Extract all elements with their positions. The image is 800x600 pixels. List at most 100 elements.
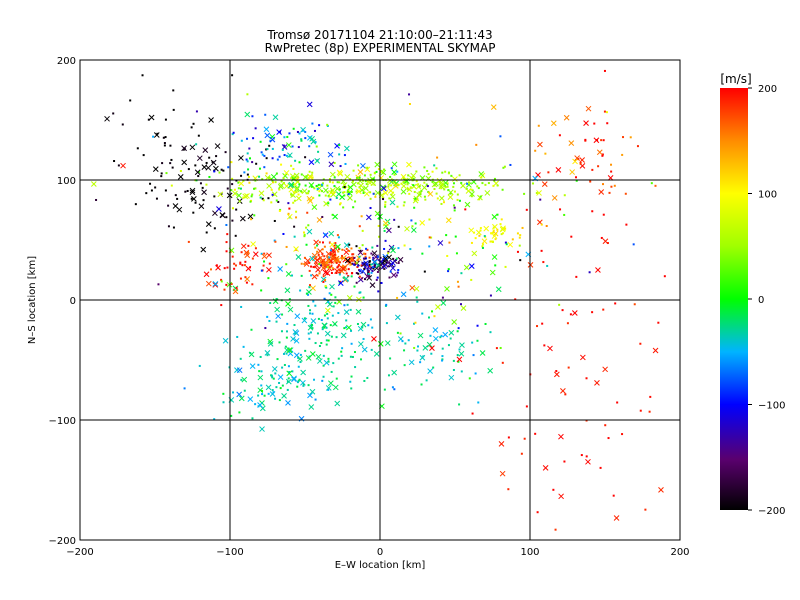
point-dot: [372, 192, 375, 195]
point-dot: [657, 321, 660, 324]
point-dot: [377, 290, 380, 293]
point-dot: [263, 394, 266, 397]
point-dot: [310, 185, 313, 188]
point-dot: [409, 248, 412, 251]
point-dot: [303, 233, 306, 236]
point-dot: [381, 196, 384, 199]
point-dot: [343, 186, 346, 189]
point-dot: [415, 170, 418, 173]
point-dot: [416, 349, 419, 352]
point-dot: [226, 266, 229, 269]
point-dot: [268, 319, 271, 322]
point-dot: [231, 177, 234, 180]
point-cross: [232, 190, 238, 197]
point-cross: [286, 213, 293, 220]
point-dot: [387, 374, 390, 377]
point-dot: [441, 347, 444, 350]
point-dot: [555, 370, 558, 373]
point-dot: [222, 392, 225, 395]
point-dot: [355, 281, 358, 284]
point-dot: [362, 257, 365, 260]
point-dot: [293, 225, 296, 228]
point-dot: [391, 386, 394, 389]
point-dot: [205, 231, 208, 234]
point-dot: [418, 185, 421, 188]
point-dot: [477, 187, 480, 190]
point-dot: [603, 69, 606, 72]
point-dot: [416, 345, 419, 348]
point-dot: [327, 360, 330, 363]
point-dot: [225, 241, 228, 244]
point-dot: [391, 180, 394, 183]
point-cross: [537, 141, 543, 148]
point-cross: [340, 332, 347, 339]
point-dot: [278, 381, 281, 384]
point-cross: [244, 193, 250, 199]
point-dot: [161, 162, 164, 165]
point-dot: [456, 280, 459, 283]
point-dot: [321, 182, 324, 185]
point-dot: [564, 393, 567, 396]
point-dot: [625, 223, 628, 226]
point-dot: [315, 244, 318, 247]
point-dot: [164, 136, 167, 139]
point-dot: [420, 189, 423, 192]
point-dot: [367, 271, 370, 274]
point-dot: [541, 322, 544, 325]
point-dot: [663, 275, 666, 278]
point-dot: [150, 189, 153, 192]
point-dot: [300, 191, 303, 194]
point-dot: [213, 170, 216, 173]
point-dot: [558, 134, 561, 137]
point-cross: [391, 369, 398, 376]
point-dot: [305, 243, 308, 246]
point-cross: [371, 259, 378, 266]
point-dot: [169, 162, 172, 165]
point-dot: [295, 210, 298, 213]
point-cross: [579, 157, 586, 163]
point-dot: [305, 226, 308, 229]
point-cross: [339, 194, 345, 200]
point-dot: [362, 337, 365, 340]
point-dot: [167, 204, 170, 207]
point-cross: [406, 186, 413, 193]
point-dot: [425, 183, 428, 186]
point-cross: [277, 183, 284, 190]
point-cross: [332, 213, 338, 220]
point-dot: [278, 209, 281, 212]
point-dot: [263, 260, 266, 263]
x-tick-label: −200: [66, 547, 93, 558]
point-dot: [208, 156, 211, 159]
point-dot: [261, 393, 264, 396]
point-dot: [184, 190, 187, 193]
point-dot: [247, 168, 250, 171]
point-dot: [268, 144, 271, 147]
point-dot: [344, 162, 347, 165]
point-dot: [287, 212, 290, 215]
point-dot: [584, 138, 587, 141]
point-dot: [373, 265, 376, 268]
point-dot: [327, 202, 330, 205]
point-cross: [248, 351, 255, 358]
point-cross: [391, 169, 398, 176]
point-dot: [360, 264, 363, 267]
point-dot: [514, 298, 517, 301]
point-cross: [452, 176, 458, 182]
point-dot: [408, 93, 411, 96]
point-dot: [324, 284, 327, 287]
point-dot: [266, 354, 269, 357]
point-cross: [287, 350, 294, 357]
point-dot: [355, 245, 358, 248]
point-dot: [313, 378, 316, 381]
point-dot: [244, 260, 247, 263]
point-dot: [341, 248, 344, 251]
point-dot: [376, 244, 379, 247]
point-dot: [340, 354, 343, 357]
point-dot: [239, 261, 242, 264]
point-dot: [540, 223, 543, 226]
point-dot: [341, 254, 344, 257]
point-dot: [452, 182, 455, 185]
point-cross: [593, 137, 600, 144]
point-dot: [350, 190, 353, 193]
point-dot: [446, 185, 449, 188]
